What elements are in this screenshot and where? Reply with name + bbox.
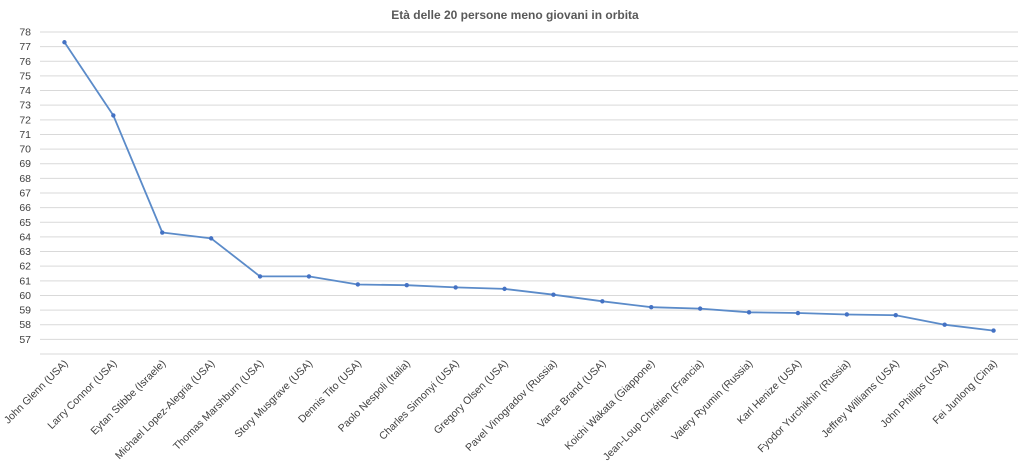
data-point xyxy=(208,236,214,241)
data-point xyxy=(649,304,654,310)
data-point xyxy=(111,113,116,118)
data-point xyxy=(257,274,263,279)
y-tick-label: 68 xyxy=(19,173,31,185)
y-tick-label: 73 xyxy=(19,100,31,112)
y-tick-label: 69 xyxy=(19,158,31,170)
y-tick-label: 77 xyxy=(19,41,31,53)
data-point xyxy=(795,310,801,316)
x-tick-label: Valery Ryumin (Russia) xyxy=(669,358,755,444)
data-point xyxy=(551,292,556,297)
y-tick-label: 75 xyxy=(19,70,31,82)
data-point xyxy=(62,40,67,45)
x-tick-label: Fyodor Yurchikhin (Russia) xyxy=(755,358,852,455)
y-tick-label: 66 xyxy=(19,202,31,214)
y-tick-label: 76 xyxy=(19,56,31,68)
series-line xyxy=(63,41,994,332)
data-point xyxy=(502,286,507,292)
data-point xyxy=(746,310,752,315)
y-tick-label: 67 xyxy=(19,188,31,200)
y-tick-label: 58 xyxy=(19,319,31,331)
x-axis-labels: John Glenn (USA)Larry Connor (USA)Eytan … xyxy=(2,358,1000,463)
x-tick-label: Charles Simonyi (USA) xyxy=(377,358,462,443)
x-tick-label: Koichi Wakata (Giappone) xyxy=(562,358,657,453)
data-point xyxy=(600,299,605,304)
data-point xyxy=(991,328,996,333)
y-tick-label: 74 xyxy=(19,85,31,97)
x-tick-label: Jean-Loup Chrétien (Francia) xyxy=(601,358,706,463)
y-tick-label: 78 xyxy=(19,27,31,39)
y-tick-label: 62 xyxy=(19,261,31,273)
data-point xyxy=(453,285,458,290)
data-point xyxy=(893,313,898,318)
x-tick-label: Michael Lopez-Alegria (USA) xyxy=(113,358,217,462)
data-point xyxy=(306,274,312,279)
series xyxy=(62,40,996,333)
data-point xyxy=(942,322,947,327)
y-tick-label: 64 xyxy=(19,231,31,243)
x-tick-label: Thomas Marshburn (USA) xyxy=(171,358,266,453)
y-tick-label: 70 xyxy=(19,144,31,156)
data-point xyxy=(160,230,165,235)
y-axis-ticks: 57 58 59 60 61 62 63 64 65 66 67 68 69 70 71 72 73 74 75 76… xyxy=(19,27,31,346)
y-tick-label: 72 xyxy=(19,114,31,126)
y-tick-label: 71 xyxy=(19,129,31,141)
data-point xyxy=(697,306,703,311)
data-point xyxy=(404,283,409,288)
y-tick-label: 65 xyxy=(19,217,31,229)
data-point xyxy=(355,282,361,287)
chart-title: Età delle 20 persone meno giovani in orb… xyxy=(391,8,639,22)
y-tick-label: 57 xyxy=(19,334,31,346)
y-tick-label: 63 xyxy=(19,246,31,258)
y-tick-label: 61 xyxy=(19,275,31,287)
data-point xyxy=(844,312,850,317)
y-tick-label: 60 xyxy=(19,290,31,302)
x-tick-label: Pavel Vinogradov (Russia) xyxy=(463,358,559,454)
gridlines xyxy=(40,31,1018,355)
y-tick-label: 59 xyxy=(19,305,31,317)
